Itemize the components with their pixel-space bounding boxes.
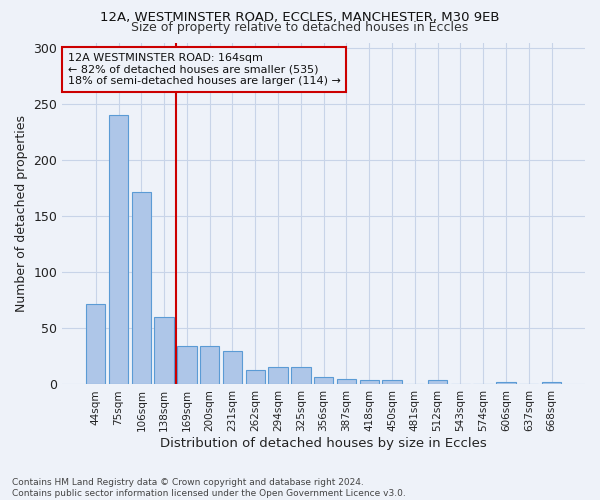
Text: Contains HM Land Registry data © Crown copyright and database right 2024.
Contai: Contains HM Land Registry data © Crown c… [12, 478, 406, 498]
Bar [359, 380, 379, 384]
Y-axis label: Number of detached properties: Number of detached properties [15, 115, 28, 312]
Bar [314, 376, 334, 384]
Text: Size of property relative to detached houses in Eccles: Size of property relative to detached ho… [131, 21, 469, 34]
Bar [200, 346, 220, 385]
Bar [177, 346, 197, 385]
Bar [428, 380, 447, 384]
Bar [223, 351, 242, 384]
Text: 12A, WESTMINSTER ROAD, ECCLES, MANCHESTER, M30 9EB: 12A, WESTMINSTER ROAD, ECCLES, MANCHESTE… [100, 11, 500, 24]
Bar [542, 382, 561, 384]
Bar [496, 382, 515, 384]
Text: 12A WESTMINSTER ROAD: 164sqm
← 82% of detached houses are smaller (535)
18% of s: 12A WESTMINSTER ROAD: 164sqm ← 82% of de… [68, 53, 340, 86]
Bar [382, 380, 402, 384]
Bar [154, 317, 174, 384]
Bar [268, 366, 288, 384]
Bar [245, 370, 265, 384]
Bar [109, 116, 128, 384]
Bar [291, 366, 311, 384]
X-axis label: Distribution of detached houses by size in Eccles: Distribution of detached houses by size … [160, 437, 487, 450]
Bar [86, 304, 106, 384]
Bar [131, 192, 151, 384]
Bar [337, 379, 356, 384]
